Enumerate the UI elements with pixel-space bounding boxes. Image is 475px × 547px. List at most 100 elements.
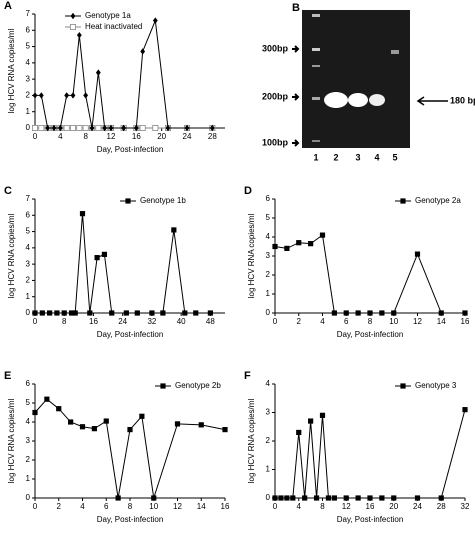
marker bbox=[209, 124, 215, 132]
marker bbox=[32, 409, 38, 416]
x-tick-label: 8 bbox=[368, 317, 373, 326]
x-tick-label: 4 bbox=[297, 502, 302, 511]
marker bbox=[355, 495, 361, 501]
marker bbox=[174, 421, 181, 427]
marker bbox=[115, 495, 121, 501]
marker bbox=[95, 69, 101, 76]
y-tick-label: 5 bbox=[266, 213, 271, 222]
marker bbox=[89, 124, 95, 132]
legend-label: Genotype 2a bbox=[415, 196, 461, 205]
marker bbox=[160, 310, 166, 316]
x-tick-label: 16 bbox=[366, 502, 375, 511]
x-tick-label: 28 bbox=[208, 132, 217, 141]
marker bbox=[272, 243, 278, 250]
y-axis-label: log HCV RNA copies/ml bbox=[7, 399, 16, 484]
x-tick-label: 4 bbox=[320, 317, 325, 326]
x-tick-label: 20 bbox=[389, 502, 398, 511]
marker bbox=[125, 198, 131, 204]
x-tick-label: 16 bbox=[461, 317, 470, 326]
gel-panel: B 300bp 200bp 100bp 180 bp 1 2 3 4 5 bbox=[262, 2, 475, 162]
marker bbox=[438, 495, 444, 501]
marker bbox=[308, 241, 314, 247]
y-tick-label: 3 bbox=[266, 408, 271, 417]
x-tick-label: 6 bbox=[344, 317, 349, 326]
ladder-band bbox=[312, 65, 320, 67]
marker bbox=[94, 255, 100, 261]
y-tick-label: 0 bbox=[266, 493, 271, 502]
y-tick-label: 2 bbox=[266, 270, 271, 279]
marker bbox=[76, 125, 83, 132]
x-tick-label: 6 bbox=[104, 502, 109, 511]
x-tick-label: 2 bbox=[57, 502, 62, 511]
x-tick-label: 10 bbox=[149, 502, 158, 511]
marker bbox=[193, 310, 199, 316]
y-tick-label: 1 bbox=[266, 465, 271, 474]
marker bbox=[101, 251, 108, 257]
marker bbox=[76, 31, 82, 39]
marker bbox=[400, 383, 406, 389]
marker bbox=[102, 124, 108, 132]
y-tick-label: 1 bbox=[26, 107, 31, 116]
x-tick-label: 0 bbox=[33, 317, 38, 326]
marker bbox=[462, 310, 468, 316]
y-tick-label: 1 bbox=[26, 292, 31, 301]
panel-letter: B bbox=[292, 2, 300, 14]
marker bbox=[83, 92, 89, 99]
x-tick-label: 24 bbox=[118, 317, 127, 326]
marker bbox=[379, 495, 385, 501]
marker bbox=[79, 424, 86, 430]
series-line bbox=[35, 213, 211, 314]
marker bbox=[91, 426, 97, 432]
series-line bbox=[275, 409, 466, 499]
band bbox=[391, 50, 399, 54]
y-tick-label: 3 bbox=[26, 259, 31, 268]
y-tick-label: 5 bbox=[26, 227, 31, 236]
marker bbox=[207, 310, 213, 316]
series-line bbox=[35, 18, 213, 129]
y-tick-label: 6 bbox=[266, 194, 271, 203]
x-tick-label: 32 bbox=[147, 317, 156, 326]
x-tick-label: 0 bbox=[33, 502, 38, 511]
marker bbox=[296, 240, 302, 246]
y-tick-label: 3 bbox=[26, 436, 31, 445]
y-tick-label: 6 bbox=[26, 379, 31, 388]
marker bbox=[319, 232, 326, 238]
marker bbox=[61, 310, 67, 316]
product-label: 180 bp bbox=[450, 95, 475, 105]
x-tick-label: 24 bbox=[413, 502, 422, 511]
x-tick-label: 10 bbox=[389, 317, 398, 326]
marker bbox=[222, 427, 228, 433]
marker bbox=[64, 92, 70, 99]
marker bbox=[68, 310, 75, 316]
lane-label: 4 bbox=[374, 152, 379, 162]
y-tick-label: 6 bbox=[26, 25, 31, 34]
product-arrow bbox=[416, 96, 448, 106]
marker bbox=[319, 412, 326, 418]
ladder-band bbox=[312, 48, 320, 51]
y-tick-label: 3 bbox=[266, 251, 271, 260]
marker bbox=[70, 92, 76, 99]
x-tick-label: 12 bbox=[413, 317, 422, 326]
legend-label: Genotype 1a bbox=[85, 11, 131, 20]
y-axis-label: log HCV RNA copies/ml bbox=[247, 214, 256, 299]
marker bbox=[462, 407, 468, 413]
marker-label: 200bp bbox=[262, 91, 289, 101]
pcr-band bbox=[369, 94, 385, 106]
marker bbox=[140, 48, 146, 55]
marker bbox=[44, 396, 50, 402]
x-tick-label: 8 bbox=[320, 502, 325, 511]
legend-label: Genotype 2b bbox=[175, 381, 221, 390]
y-tick-label: 1 bbox=[26, 474, 31, 483]
marker bbox=[56, 406, 62, 412]
gel-image bbox=[302, 10, 410, 148]
marker bbox=[87, 310, 93, 316]
x-tick-label: 2 bbox=[297, 317, 302, 326]
marker bbox=[182, 310, 188, 316]
marker bbox=[308, 418, 314, 424]
marker bbox=[152, 17, 158, 24]
x-axis-label: Day, Post-infection bbox=[97, 145, 164, 154]
marker bbox=[302, 495, 308, 501]
y-tick-label: 0 bbox=[26, 123, 31, 132]
x-tick-label: 32 bbox=[461, 502, 470, 511]
